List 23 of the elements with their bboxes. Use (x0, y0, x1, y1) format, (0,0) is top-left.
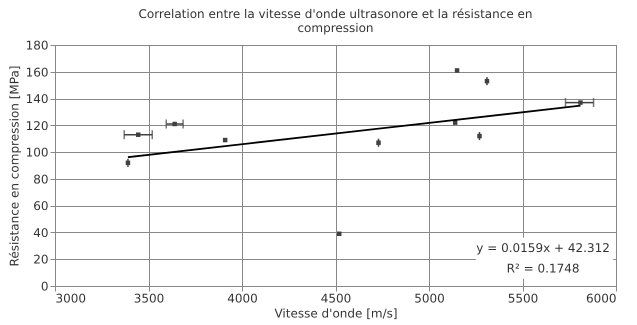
x-axis-title: Vitesse d'onde [m/s] (274, 306, 398, 320)
x-tick-label: 3500 (134, 292, 164, 306)
y-tick-label: 20 (33, 252, 48, 267)
y-tick-label: 100 (26, 146, 48, 160)
y-tick-label: 40 (33, 226, 48, 240)
y-tick-label: 160 (26, 65, 48, 80)
text: Correlation entre la vitesse d'onde ultrasonore et la résistance en (138, 7, 533, 21)
x-tick-label: 6000 (586, 292, 616, 306)
text: compression (297, 21, 374, 35)
x-tick-label: 5000 (414, 292, 445, 306)
y-axis-title: Résistance en compression [MPa] (8, 66, 22, 266)
y-tick-label: 60 (33, 199, 48, 214)
x-tick-label: 5500 (508, 292, 538, 306)
annotation: R² = 0.1748 (506, 262, 580, 276)
y-tick-label: 80 (33, 172, 48, 186)
x-tick-label: 4500 (320, 292, 352, 306)
x-tick-label: 4000 (227, 292, 258, 306)
y-tick-label: 120 (26, 118, 48, 133)
y-tick-label: 180 (26, 38, 48, 52)
annotation: y = 0.0159x + 42.312 (476, 241, 610, 256)
y-tick-label: 140 (26, 92, 48, 106)
y-tick-label: 0 (40, 280, 48, 294)
x-tick-label: 3000 (56, 292, 86, 306)
